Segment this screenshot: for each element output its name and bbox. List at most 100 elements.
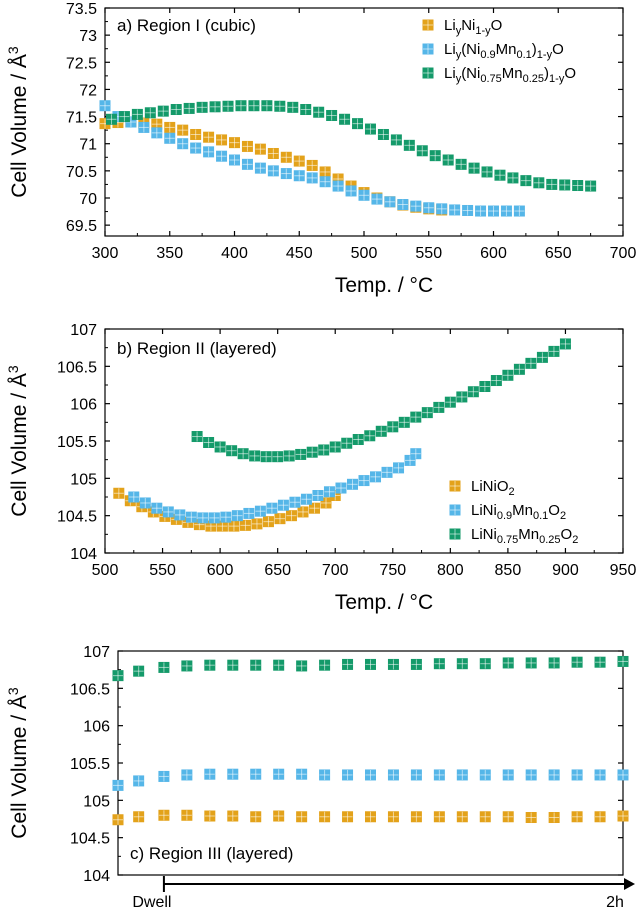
data-point	[468, 162, 480, 174]
data-point	[520, 175, 532, 187]
data-point	[421, 407, 433, 419]
data-point	[456, 391, 468, 403]
data-point	[423, 202, 435, 214]
data-point	[387, 811, 399, 823]
x-axis-label: Temp. / °C	[335, 591, 433, 614]
series-3	[112, 655, 629, 682]
data-point	[548, 769, 560, 781]
x-tick-label: 850	[495, 562, 522, 579]
data-point	[488, 205, 499, 217]
data-point	[250, 659, 262, 671]
data-point	[571, 811, 583, 823]
data-point	[326, 109, 338, 121]
data-point	[323, 486, 335, 498]
x-tick-label: 400	[221, 245, 248, 262]
data-point	[203, 146, 215, 158]
data-point	[404, 454, 416, 466]
data-point	[273, 659, 285, 671]
data-point	[254, 505, 266, 517]
data-point	[433, 658, 445, 670]
y-tick-label: 105	[70, 471, 97, 488]
data-point	[479, 811, 491, 823]
data-point	[158, 661, 170, 673]
data-point	[251, 518, 263, 530]
data-point	[267, 165, 279, 177]
data-point	[181, 809, 193, 821]
data-point	[203, 131, 215, 143]
data-point	[410, 448, 422, 460]
y-tick-label: 70	[79, 191, 97, 208]
x-tick-label: 700	[322, 562, 349, 579]
data-point	[502, 657, 514, 669]
legend-label: LiyNi1-yO	[444, 17, 502, 37]
legend-marker	[422, 67, 434, 79]
data-point	[306, 172, 318, 184]
data-point	[387, 769, 399, 781]
data-point	[377, 128, 389, 140]
data-point	[133, 665, 145, 677]
data-point	[254, 162, 266, 174]
panel-title: c) Region III (layered)	[130, 844, 293, 863]
data-point	[237, 448, 249, 460]
data-point	[513, 363, 525, 375]
data-point	[274, 100, 286, 112]
plot-frame	[117, 650, 624, 876]
data-point	[220, 511, 232, 523]
legend-marker	[422, 43, 434, 55]
x-tick-label: 450	[286, 245, 313, 262]
data-point	[133, 811, 145, 823]
panel-title: b) Region II (layered)	[117, 339, 277, 358]
data-point	[500, 205, 512, 217]
data-point	[280, 151, 292, 163]
y-tick-label: 107	[70, 322, 97, 339]
data-point	[113, 487, 125, 499]
data-point	[312, 490, 324, 502]
data-point	[475, 205, 487, 217]
data-point	[410, 811, 422, 823]
chart-panel-1: 69.5 70 70.5 71 71.5 72 72.5 73 73.5 300 350 400 450…	[5, 1, 636, 297]
data-point	[296, 660, 308, 672]
data-point	[208, 512, 220, 524]
data-point	[571, 656, 583, 668]
data-point	[410, 411, 422, 423]
data-point	[365, 811, 376, 823]
data-point	[319, 659, 331, 671]
data-point	[267, 147, 279, 159]
data-point	[410, 769, 422, 781]
data-point	[177, 138, 189, 150]
data-point	[548, 345, 560, 357]
data-point	[494, 169, 506, 181]
chart-panel-3: 104 104.5 105 105.5 106 106.5 107 Cell Volume /…	[5, 644, 635, 911]
data-point	[216, 134, 228, 146]
x-tick-label: 600	[207, 562, 234, 579]
series-3	[191, 338, 571, 463]
data-point	[490, 375, 502, 387]
data-point	[341, 437, 353, 449]
x-tick-label: 700	[610, 245, 637, 262]
data-point	[283, 450, 295, 462]
data-point	[227, 768, 239, 780]
data-point	[358, 475, 370, 487]
data-point	[481, 166, 493, 178]
data-point	[243, 507, 255, 519]
data-point	[365, 658, 376, 670]
data-point	[319, 166, 331, 178]
data-point	[293, 155, 305, 167]
y-tick-label: 104.5	[70, 831, 110, 848]
data-point	[144, 107, 156, 119]
legend-marker	[449, 504, 461, 516]
data-point	[364, 123, 376, 135]
data-point	[479, 380, 491, 392]
data-point	[479, 658, 491, 670]
data-point	[250, 768, 262, 780]
y-tick-label: 69.5	[66, 218, 97, 235]
data-point	[433, 401, 445, 413]
data-point	[525, 769, 537, 781]
data-point	[293, 170, 305, 182]
plot-frame	[104, 7, 624, 237]
data-point	[548, 657, 560, 669]
x-axis-label: Temp. / °C	[335, 274, 433, 297]
data-point	[390, 134, 402, 146]
data-point	[261, 100, 273, 112]
data-point	[309, 502, 321, 514]
